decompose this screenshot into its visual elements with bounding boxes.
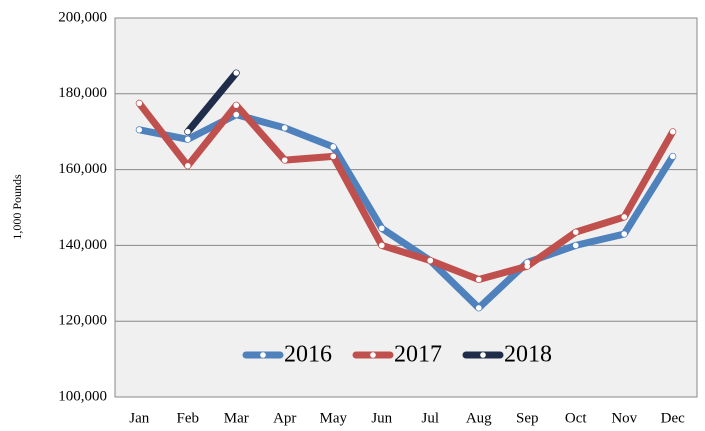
point [184,128,191,135]
legend-marker [480,352,486,358]
point [669,128,676,135]
y-tick-label: 140,000 [58,237,107,253]
point [378,242,385,249]
x-tick-label: Apr [273,410,296,426]
point [572,242,579,249]
point [427,257,434,264]
x-tick-label: Mar [224,410,249,426]
y-tick-label: 120,000 [58,313,107,329]
y-tick-label: 200,000 [58,9,107,25]
x-tick-label: Jun [371,410,392,426]
point [621,231,628,237]
y-axis-label: 1,000 Pounds [10,174,24,240]
legend-label: 2018 [504,342,552,368]
point [184,136,191,143]
point [136,127,143,133]
point [281,157,288,163]
x-tick-label: Feb [177,410,200,426]
legend-label: 2017 [394,342,442,368]
point [233,102,240,108]
x-tick-label: Aug [466,410,492,426]
y-tick-label: 160,000 [58,161,107,177]
point [136,100,143,107]
legend: 2016 2017 2018 [242,342,552,368]
x-tick-label: May [320,410,348,426]
series-line [184,69,240,136]
point [330,153,337,160]
legend-label: 2016 [284,342,332,368]
x-tick-label: Nov [611,410,637,426]
point [621,214,628,220]
x-tick-label: Jul [421,410,439,426]
point [572,229,579,235]
series-line [135,99,677,284]
point [378,225,385,232]
x-tick-label: Sep [516,410,539,426]
point [281,125,288,131]
x-tick-label: Jan [129,410,149,426]
y-tick-label: 180,000 [58,85,107,101]
y-tick-label: 100,000 [58,388,107,404]
legend-marker [370,352,376,358]
x-tick-label: Dec [661,410,685,426]
point [330,144,337,150]
x-tick-label: Oct [565,410,587,426]
plot-area [114,17,698,398]
point [475,305,482,311]
point [475,276,482,283]
point [233,70,240,76]
point [669,153,676,160]
point [184,163,191,169]
point [233,111,240,118]
legend-marker [260,352,266,358]
point [524,263,531,270]
